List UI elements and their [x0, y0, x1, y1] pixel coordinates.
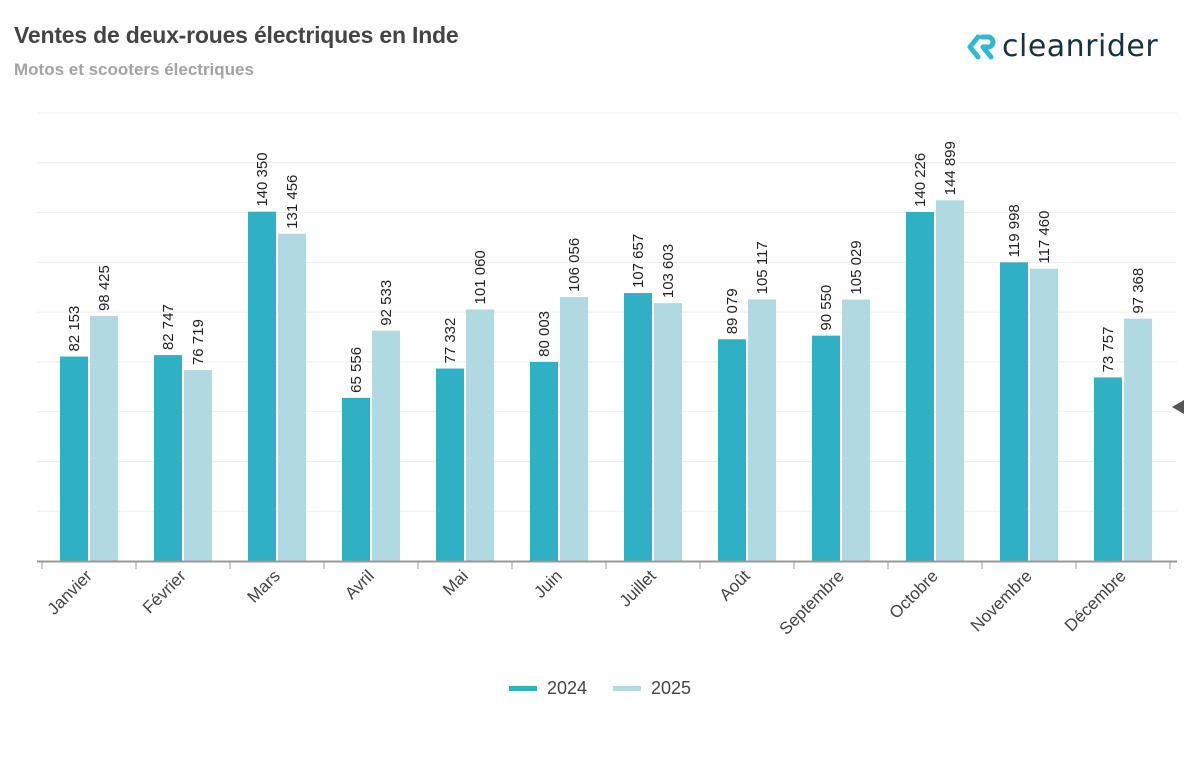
bar-2025-novembre[interactable] — [1030, 268, 1058, 561]
bar-2025-septembre[interactable] — [842, 299, 870, 561]
x-tick-label-septembre: Septembre — [776, 566, 848, 638]
cleanrider-logo-icon — [967, 34, 996, 60]
bar-2024-février[interactable] — [154, 355, 182, 561]
x-tick-label-octobre: Octobre — [886, 566, 942, 622]
data-label-2025-septembre: 105 029 — [848, 240, 865, 294]
bar-2025-juillet[interactable] — [654, 303, 682, 561]
data-label-2025-décembre: 97 368 — [1130, 268, 1147, 314]
legend-item-2024[interactable]: 2024 — [508, 678, 587, 699]
chart-subtitle: Motos et scooters électriques — [14, 60, 254, 79]
bar-2025-mai[interactable] — [466, 309, 494, 561]
x-tick-label-avril: Avril — [341, 566, 378, 603]
bar-2025-mars[interactable] — [278, 233, 306, 561]
chart-title: Ventes de deux-roues électriques en Inde — [14, 22, 459, 48]
data-label-2025-mai: 101 060 — [472, 250, 489, 304]
bar-2025-janvier[interactable] — [90, 316, 118, 561]
x-tick-label-mai: Mai — [439, 566, 472, 599]
bar-2025-octobre[interactable] — [936, 200, 964, 561]
data-label-2025-avril: 92 533 — [378, 280, 395, 326]
data-label-2024-décembre: 73 757 — [1100, 327, 1117, 373]
bar-2025-décembre[interactable] — [1124, 318, 1152, 561]
x-tick-label-mars: Mars — [244, 566, 284, 606]
legend-label-2024: 2024 — [546, 678, 587, 698]
data-label-2024-mai: 77 332 — [442, 318, 459, 364]
bar-2024-novembre[interactable] — [1000, 262, 1028, 561]
x-tick-label-août: Août — [716, 566, 754, 604]
data-label-2024-juillet: 107 657 — [630, 234, 647, 288]
legend-swatch-2024 — [508, 686, 537, 691]
bar-2025-août[interactable] — [748, 299, 776, 561]
data-label-2024-juin: 80 003 — [536, 311, 553, 357]
x-tick-label-novembre: Novembre — [967, 566, 1036, 635]
data-label-2025-juin: 106 056 — [566, 238, 583, 292]
data-label-2025-novembre: 117 460 — [1036, 211, 1053, 264]
bar-2025-juin[interactable] — [560, 297, 588, 561]
bar-2024-août[interactable] — [718, 339, 746, 561]
bar-2024-juin[interactable] — [530, 361, 558, 561]
bar-2024-octobre[interactable] — [906, 211, 934, 561]
data-label-2024-septembre: 90 550 — [818, 285, 835, 331]
bar-2024-mars[interactable] — [248, 211, 276, 561]
bar-2024-décembre[interactable] — [1094, 377, 1122, 561]
data-label-2025-février: 76 719 — [190, 319, 207, 365]
x-tick-label-juillet: Juillet — [616, 566, 660, 610]
bar-2024-janvier[interactable] — [60, 356, 88, 561]
data-label-2025-juillet: 103 603 — [660, 244, 677, 298]
brand-logo[interactable]: cleanrider — [966, 32, 1158, 62]
data-label-2024-octobre: 140 226 — [912, 153, 929, 207]
logo-text: cleanrider — [1002, 29, 1159, 64]
bar-2024-septembre[interactable] — [812, 335, 840, 561]
bar-2024-juillet[interactable] — [624, 293, 652, 561]
grid-lines — [37, 112, 1177, 512]
legend-label-2025: 2025 — [651, 678, 692, 698]
legend-swatch-2025 — [613, 686, 641, 691]
data-label-2024-janvier: 82 153 — [66, 306, 83, 352]
bar-2024-avril[interactable] — [342, 397, 370, 561]
legend: 2024 2025 — [0, 678, 1200, 699]
bar-2025-avril[interactable] — [372, 330, 400, 561]
data-label-2024-février: 82 747 — [160, 304, 177, 350]
data-label-2025-août: 105 117 — [754, 241, 771, 294]
data-label-2024-avril: 65 556 — [348, 347, 365, 393]
data-label-2025-janvier: 98 425 — [96, 265, 113, 311]
x-axis: Janvier Février Mars Avril Mai Juin Juillet Aoû… — [37, 560, 1177, 639]
x-tick-label-décembre: Décembre — [1061, 566, 1130, 635]
data-label-2024-mars: 140 350 — [254, 152, 271, 206]
bar-chart: 82 153 82 747 140 350 65 556 77 332 80 003 107… — [37, 112, 1177, 639]
data-labels: 82 153 82 747 140 350 65 556 77 332 80 003 107… — [66, 141, 1147, 393]
bar-2025-février[interactable] — [184, 370, 212, 561]
legend-item-2025[interactable]: 2025 — [613, 678, 691, 699]
bars — [60, 200, 1152, 561]
x-tick-label-juin: Juin — [530, 566, 565, 601]
x-tick-label-février: Février — [139, 566, 190, 617]
data-label-2024-novembre: 119 998 — [1006, 204, 1023, 257]
data-label-2025-mars: 131 456 — [284, 175, 301, 229]
x-tick-label-janvier: Janvier — [44, 566, 96, 618]
bar-2024-mai[interactable] — [436, 368, 464, 561]
caret-left-icon[interactable] — [1172, 400, 1184, 414]
data-label-2025-octobre: 144 899 — [942, 141, 959, 195]
data-label-2024-août: 89 079 — [724, 288, 741, 334]
